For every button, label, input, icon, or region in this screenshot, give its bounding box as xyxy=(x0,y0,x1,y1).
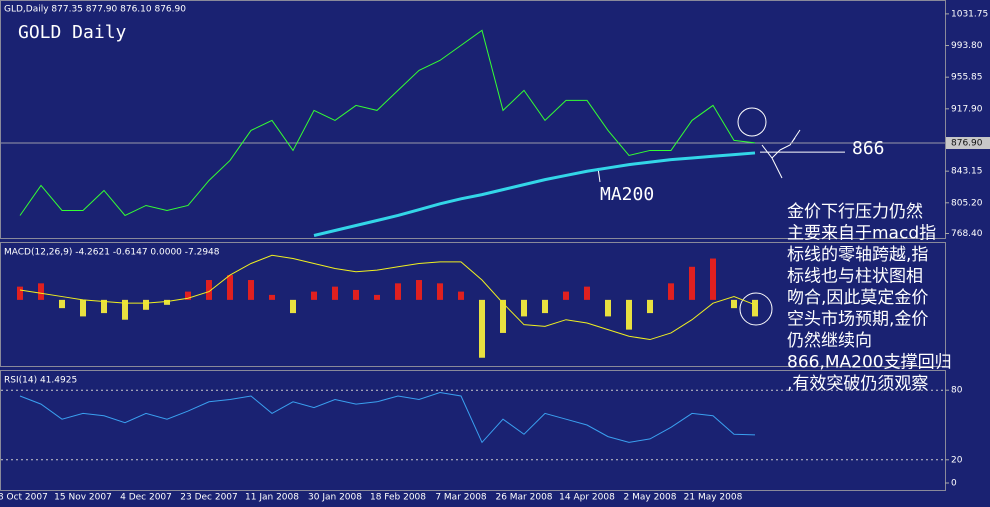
macd-bar xyxy=(290,299,296,314)
series-line xyxy=(19,254,756,341)
macd-bar xyxy=(143,299,149,310)
chart-title: GOLD Daily xyxy=(18,22,127,43)
macd-bar xyxy=(500,299,506,333)
series-line xyxy=(313,151,756,237)
y-tick-label: 768.40 xyxy=(951,229,983,239)
macd-bar xyxy=(122,299,128,320)
macd-bar xyxy=(605,299,611,317)
macd-panel xyxy=(0,242,946,367)
series-line xyxy=(19,392,756,444)
y-tick-label: 805.20 xyxy=(951,198,983,208)
macd-bar xyxy=(311,291,317,300)
y-tick-label: 993.80 xyxy=(951,41,983,51)
macd-bar xyxy=(59,299,65,309)
macd-bar xyxy=(248,280,254,300)
macd-bar xyxy=(437,283,443,300)
rsi-panel xyxy=(0,370,946,491)
price-header: GLD,Daily 877.35 877.90 876.10 876.90 xyxy=(4,5,186,15)
macd-bar xyxy=(38,283,44,300)
macd-bar xyxy=(227,275,233,300)
macd-header: MACD(12,26,9) -4.2621 -0.6147 0.0000 -7.… xyxy=(4,248,220,258)
annotation-line: ,有效突破仍须观察 xyxy=(787,374,928,394)
macd-bar xyxy=(479,299,485,358)
x-tick-label: 28 Oct 2007 xyxy=(0,493,48,503)
highlight-circle xyxy=(737,107,767,137)
current-price-box xyxy=(946,137,990,150)
macd-bar xyxy=(80,299,86,317)
price-panel xyxy=(0,0,946,239)
rsi-header: RSI(14) 41.4925 xyxy=(4,376,77,386)
x-tick-label: 15 Nov 2007 xyxy=(54,493,112,503)
x-tick-label: 30 Jan 2008 xyxy=(308,493,362,503)
macd-bar xyxy=(353,289,359,300)
macd-bar xyxy=(206,280,212,300)
highlight-circle xyxy=(739,292,773,326)
ma-label: MA200 xyxy=(600,184,654,205)
x-tick-label: 4 Dec 2007 xyxy=(120,493,172,503)
y-tick-label: 20 xyxy=(951,455,963,465)
macd-bar xyxy=(395,283,401,300)
annotation-line: 标线也与柱状图相 xyxy=(787,267,923,287)
macd-bar xyxy=(185,291,191,300)
y-tick-label: 80 xyxy=(951,386,963,396)
x-tick-label: 11 Jan 2008 xyxy=(245,493,299,503)
annotation-line: 标线的零轴跨越,指 xyxy=(787,245,928,265)
macd-bar xyxy=(731,299,737,309)
macd-bar xyxy=(647,299,653,314)
x-tick-label: 18 Feb 2008 xyxy=(370,493,426,503)
y-tick-label: 843.15 xyxy=(951,167,983,177)
macd-bar xyxy=(269,294,275,300)
x-tick-label: 7 Mar 2008 xyxy=(435,493,487,503)
y-tick-label: 955.85 xyxy=(951,73,983,83)
x-tick-label: 23 Dec 2007 xyxy=(180,493,238,503)
annotation-line: 金价下行压力仍然 xyxy=(787,202,923,222)
macd-bar xyxy=(584,286,590,300)
macd-bar xyxy=(710,258,716,300)
annotation-line: 866,MA200支撑回归 xyxy=(787,353,952,373)
x-tick-label: 26 Mar 2008 xyxy=(495,493,552,503)
macd-bar xyxy=(521,299,527,317)
macd-bar xyxy=(416,280,422,300)
macd-bar xyxy=(17,286,23,300)
macd-bar xyxy=(164,299,170,305)
macd-bar xyxy=(374,294,380,300)
macd-bar xyxy=(563,291,569,300)
macd-bar xyxy=(626,299,632,330)
macd-bar xyxy=(752,299,758,317)
arrows xyxy=(761,129,801,179)
y-tick-label: 1031.75 xyxy=(951,9,988,19)
annotation-line: 吻合,因此莫定金价 xyxy=(787,288,928,308)
macd-bar xyxy=(689,266,695,300)
support-label: 866 xyxy=(852,138,885,159)
macd-bar xyxy=(542,299,548,314)
annotation-line: 空头市场预期,金价 xyxy=(787,310,928,330)
x-tick-label: 2 May 2008 xyxy=(624,493,677,503)
macd-bar xyxy=(101,299,107,314)
current-price-label: 876.90 xyxy=(951,139,983,149)
x-tick-label: 21 May 2008 xyxy=(684,493,743,503)
x-tick-label: 14 Apr 2008 xyxy=(559,493,615,503)
macd-bar xyxy=(332,286,338,300)
y-tick-label: 0 xyxy=(951,479,957,489)
macd-bar xyxy=(668,283,674,300)
annotation-line: 仍然继续向 xyxy=(787,331,872,351)
macd-bar xyxy=(458,291,464,300)
annotation-line: 主要来自于macd指 xyxy=(787,224,936,244)
y-tick-label: 917.90 xyxy=(951,104,983,114)
series-line xyxy=(19,29,756,217)
